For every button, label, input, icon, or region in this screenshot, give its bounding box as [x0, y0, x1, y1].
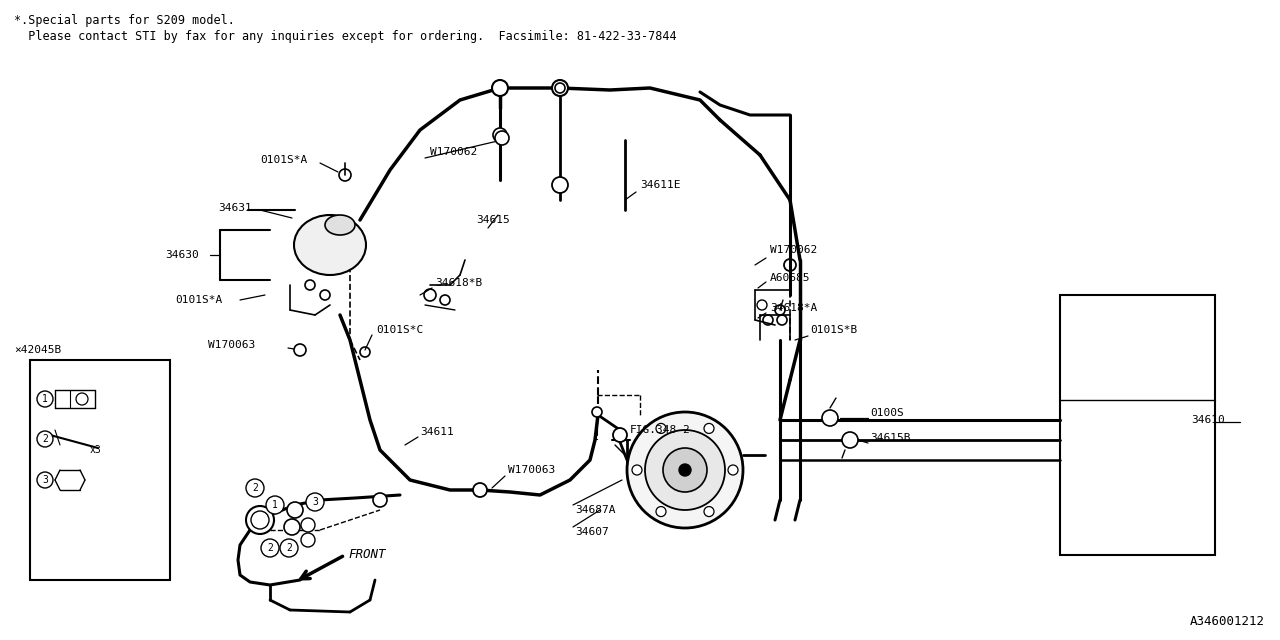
Text: 34615: 34615: [476, 215, 509, 225]
Text: FIG.348-2: FIG.348-2: [630, 425, 691, 435]
Circle shape: [728, 465, 739, 475]
Circle shape: [704, 424, 714, 433]
Ellipse shape: [325, 215, 355, 235]
Bar: [1060, 295, 1215, 555]
Circle shape: [645, 430, 724, 510]
Text: *.Special parts for S209 model.: *.Special parts for S209 model.: [14, 14, 234, 27]
Text: 34610: 34610: [1192, 415, 1225, 425]
Circle shape: [280, 539, 298, 557]
Circle shape: [266, 496, 284, 514]
Text: W170062: W170062: [771, 245, 817, 255]
Circle shape: [246, 479, 264, 497]
Text: 2: 2: [285, 543, 292, 553]
Circle shape: [627, 412, 742, 528]
Text: 34687A: 34687A: [575, 505, 616, 515]
Text: 34630: 34630: [165, 250, 198, 260]
Circle shape: [372, 493, 387, 507]
Text: W170062: W170062: [430, 147, 477, 157]
Text: 2: 2: [268, 543, 273, 553]
Circle shape: [37, 472, 52, 488]
Circle shape: [552, 80, 568, 96]
Circle shape: [495, 131, 509, 145]
Circle shape: [301, 518, 315, 532]
Text: 34611E: 34611E: [640, 180, 681, 190]
Text: FRONT: FRONT: [348, 547, 385, 561]
Circle shape: [822, 410, 838, 426]
Circle shape: [657, 424, 666, 433]
Circle shape: [287, 502, 303, 518]
Text: 3: 3: [312, 497, 317, 507]
Circle shape: [474, 483, 486, 497]
Text: 0101S*A: 0101S*A: [260, 155, 307, 165]
Circle shape: [657, 507, 666, 516]
Circle shape: [294, 344, 306, 356]
Circle shape: [493, 128, 507, 142]
Circle shape: [492, 80, 508, 96]
Circle shape: [678, 464, 691, 476]
Circle shape: [663, 448, 707, 492]
Circle shape: [37, 391, 52, 407]
Circle shape: [301, 533, 315, 547]
Text: 34618*A: 34618*A: [771, 303, 817, 313]
Text: W170063: W170063: [209, 340, 255, 350]
Text: x3: x3: [90, 445, 101, 455]
Circle shape: [284, 519, 300, 535]
Text: 0101S*A: 0101S*A: [175, 295, 223, 305]
Text: 1: 1: [42, 394, 47, 404]
Circle shape: [37, 431, 52, 447]
Ellipse shape: [294, 215, 366, 275]
Text: 1: 1: [273, 500, 278, 510]
Text: 0100S: 0100S: [870, 408, 904, 418]
Circle shape: [306, 493, 324, 511]
Circle shape: [261, 539, 279, 557]
Circle shape: [632, 465, 643, 475]
Circle shape: [246, 506, 274, 534]
Text: A60685: A60685: [771, 273, 810, 283]
Text: 2: 2: [42, 434, 47, 444]
Text: 2: 2: [252, 483, 259, 493]
Text: 34611: 34611: [420, 427, 453, 437]
Text: 34607: 34607: [575, 527, 609, 537]
Text: 0101S*B: 0101S*B: [810, 325, 858, 335]
Text: 3: 3: [42, 475, 47, 485]
Text: A346001212: A346001212: [1190, 615, 1265, 628]
Circle shape: [704, 507, 714, 516]
Text: Please contact STI by fax for any inquiries except for ordering.  Facsimile: 81-: Please contact STI by fax for any inquir…: [14, 30, 677, 43]
Bar: [29, 360, 170, 580]
Text: 0101S*C: 0101S*C: [376, 325, 424, 335]
Circle shape: [842, 432, 858, 448]
Circle shape: [613, 428, 627, 442]
Circle shape: [593, 407, 602, 417]
Text: 34631: 34631: [218, 203, 252, 213]
Circle shape: [552, 177, 568, 193]
Text: W170063: W170063: [508, 465, 556, 475]
Text: ×42045B: ×42045B: [14, 345, 61, 355]
Text: 34618*B: 34618*B: [435, 278, 483, 288]
Text: 34615B: 34615B: [870, 433, 910, 443]
